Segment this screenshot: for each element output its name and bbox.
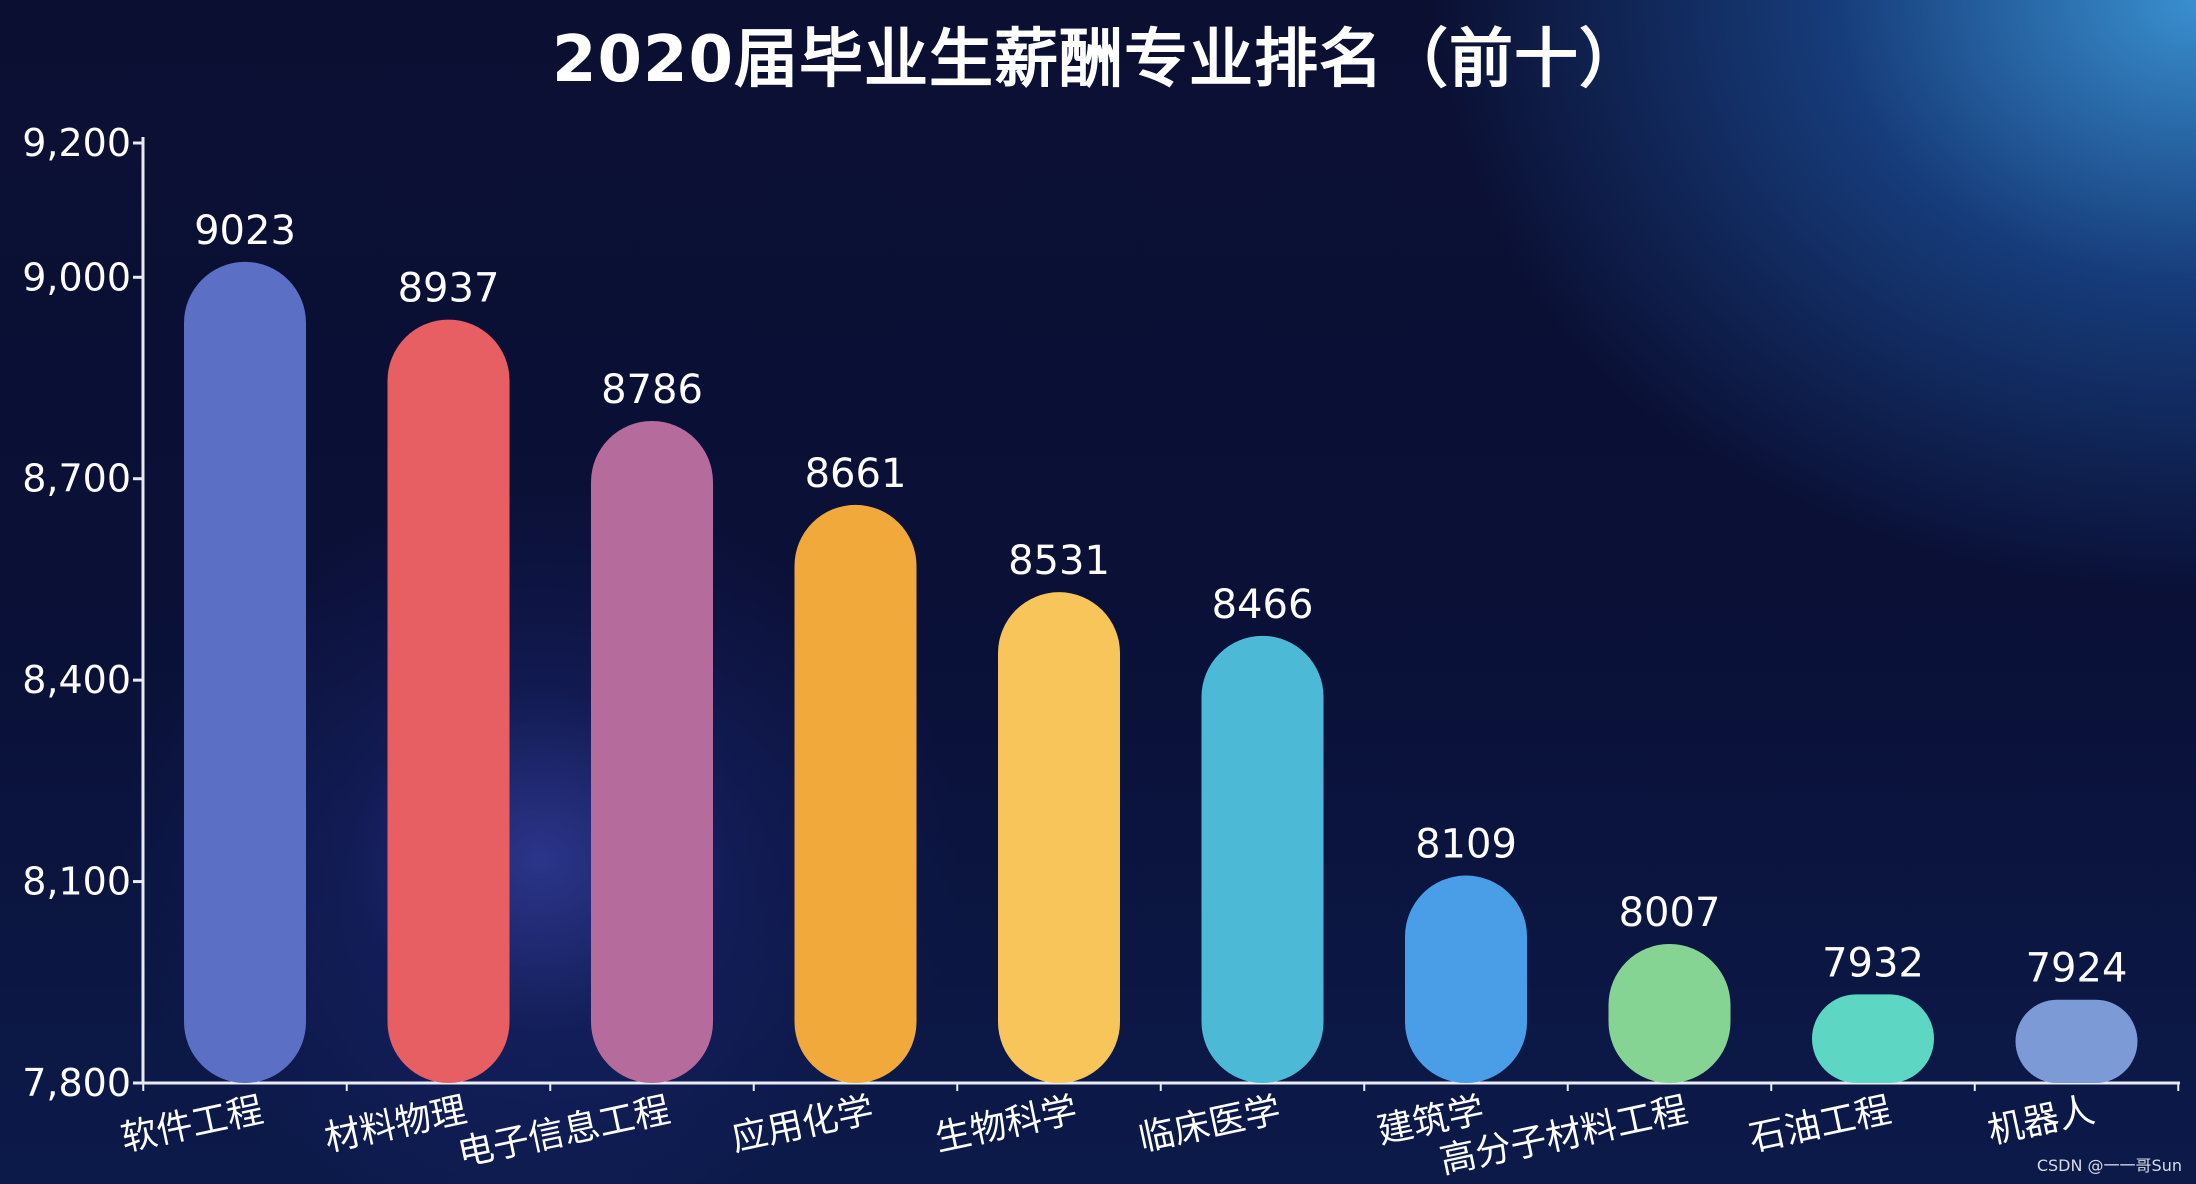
bar-value-label: 7924 [2026,946,2128,992]
bar-value-label: 8109 [1415,822,1517,868]
bar [1812,994,1934,1083]
bar [184,261,306,1083]
y-tick-label: 8,700 [22,457,131,501]
bar [1608,944,1731,1083]
bar [1201,635,1324,1083]
bar [591,420,713,1083]
bar [387,319,510,1084]
x-category-label: 应用化学 [728,1090,877,1160]
bar-value-label: 7932 [1822,940,1924,986]
x-category-label: 机器人 [1984,1090,2098,1153]
bar [2015,999,2138,1083]
bar [1405,875,1527,1083]
x-category-label: 材料物理 [321,1090,470,1160]
chart-title: 2020届毕业生薪酬专业排名（前十） [551,23,1645,97]
y-tick-label: 9,000 [22,255,131,299]
y-tick-label: 9,200 [22,121,131,165]
x-category-label: 生物科学 [931,1090,1080,1160]
x-category-label: 临床医学 [1135,1090,1284,1160]
bar-value-label: 8661 [805,451,907,497]
bar-value-label: 8466 [1212,582,1314,628]
y-tick-label: 7,800 [22,1061,131,1105]
y-tick-label: 8,100 [22,860,131,904]
x-category-label: 石油工程 [1745,1090,1894,1160]
watermark-text: CSDN @一一哥Sun [2036,1156,2182,1175]
bar [998,592,1120,1083]
bar-value-label: 8007 [1619,890,1721,936]
x-category-label: 软件工程 [117,1090,266,1160]
bar [794,504,917,1083]
bar-value-label: 8786 [601,367,703,413]
x-category-label: 电子信息工程 [454,1090,674,1175]
bar-value-label: 8937 [398,266,500,312]
bar-value-label: 8531 [1008,538,1110,584]
y-tick-label: 8,400 [22,658,131,702]
bar-value-label: 9023 [194,208,296,254]
